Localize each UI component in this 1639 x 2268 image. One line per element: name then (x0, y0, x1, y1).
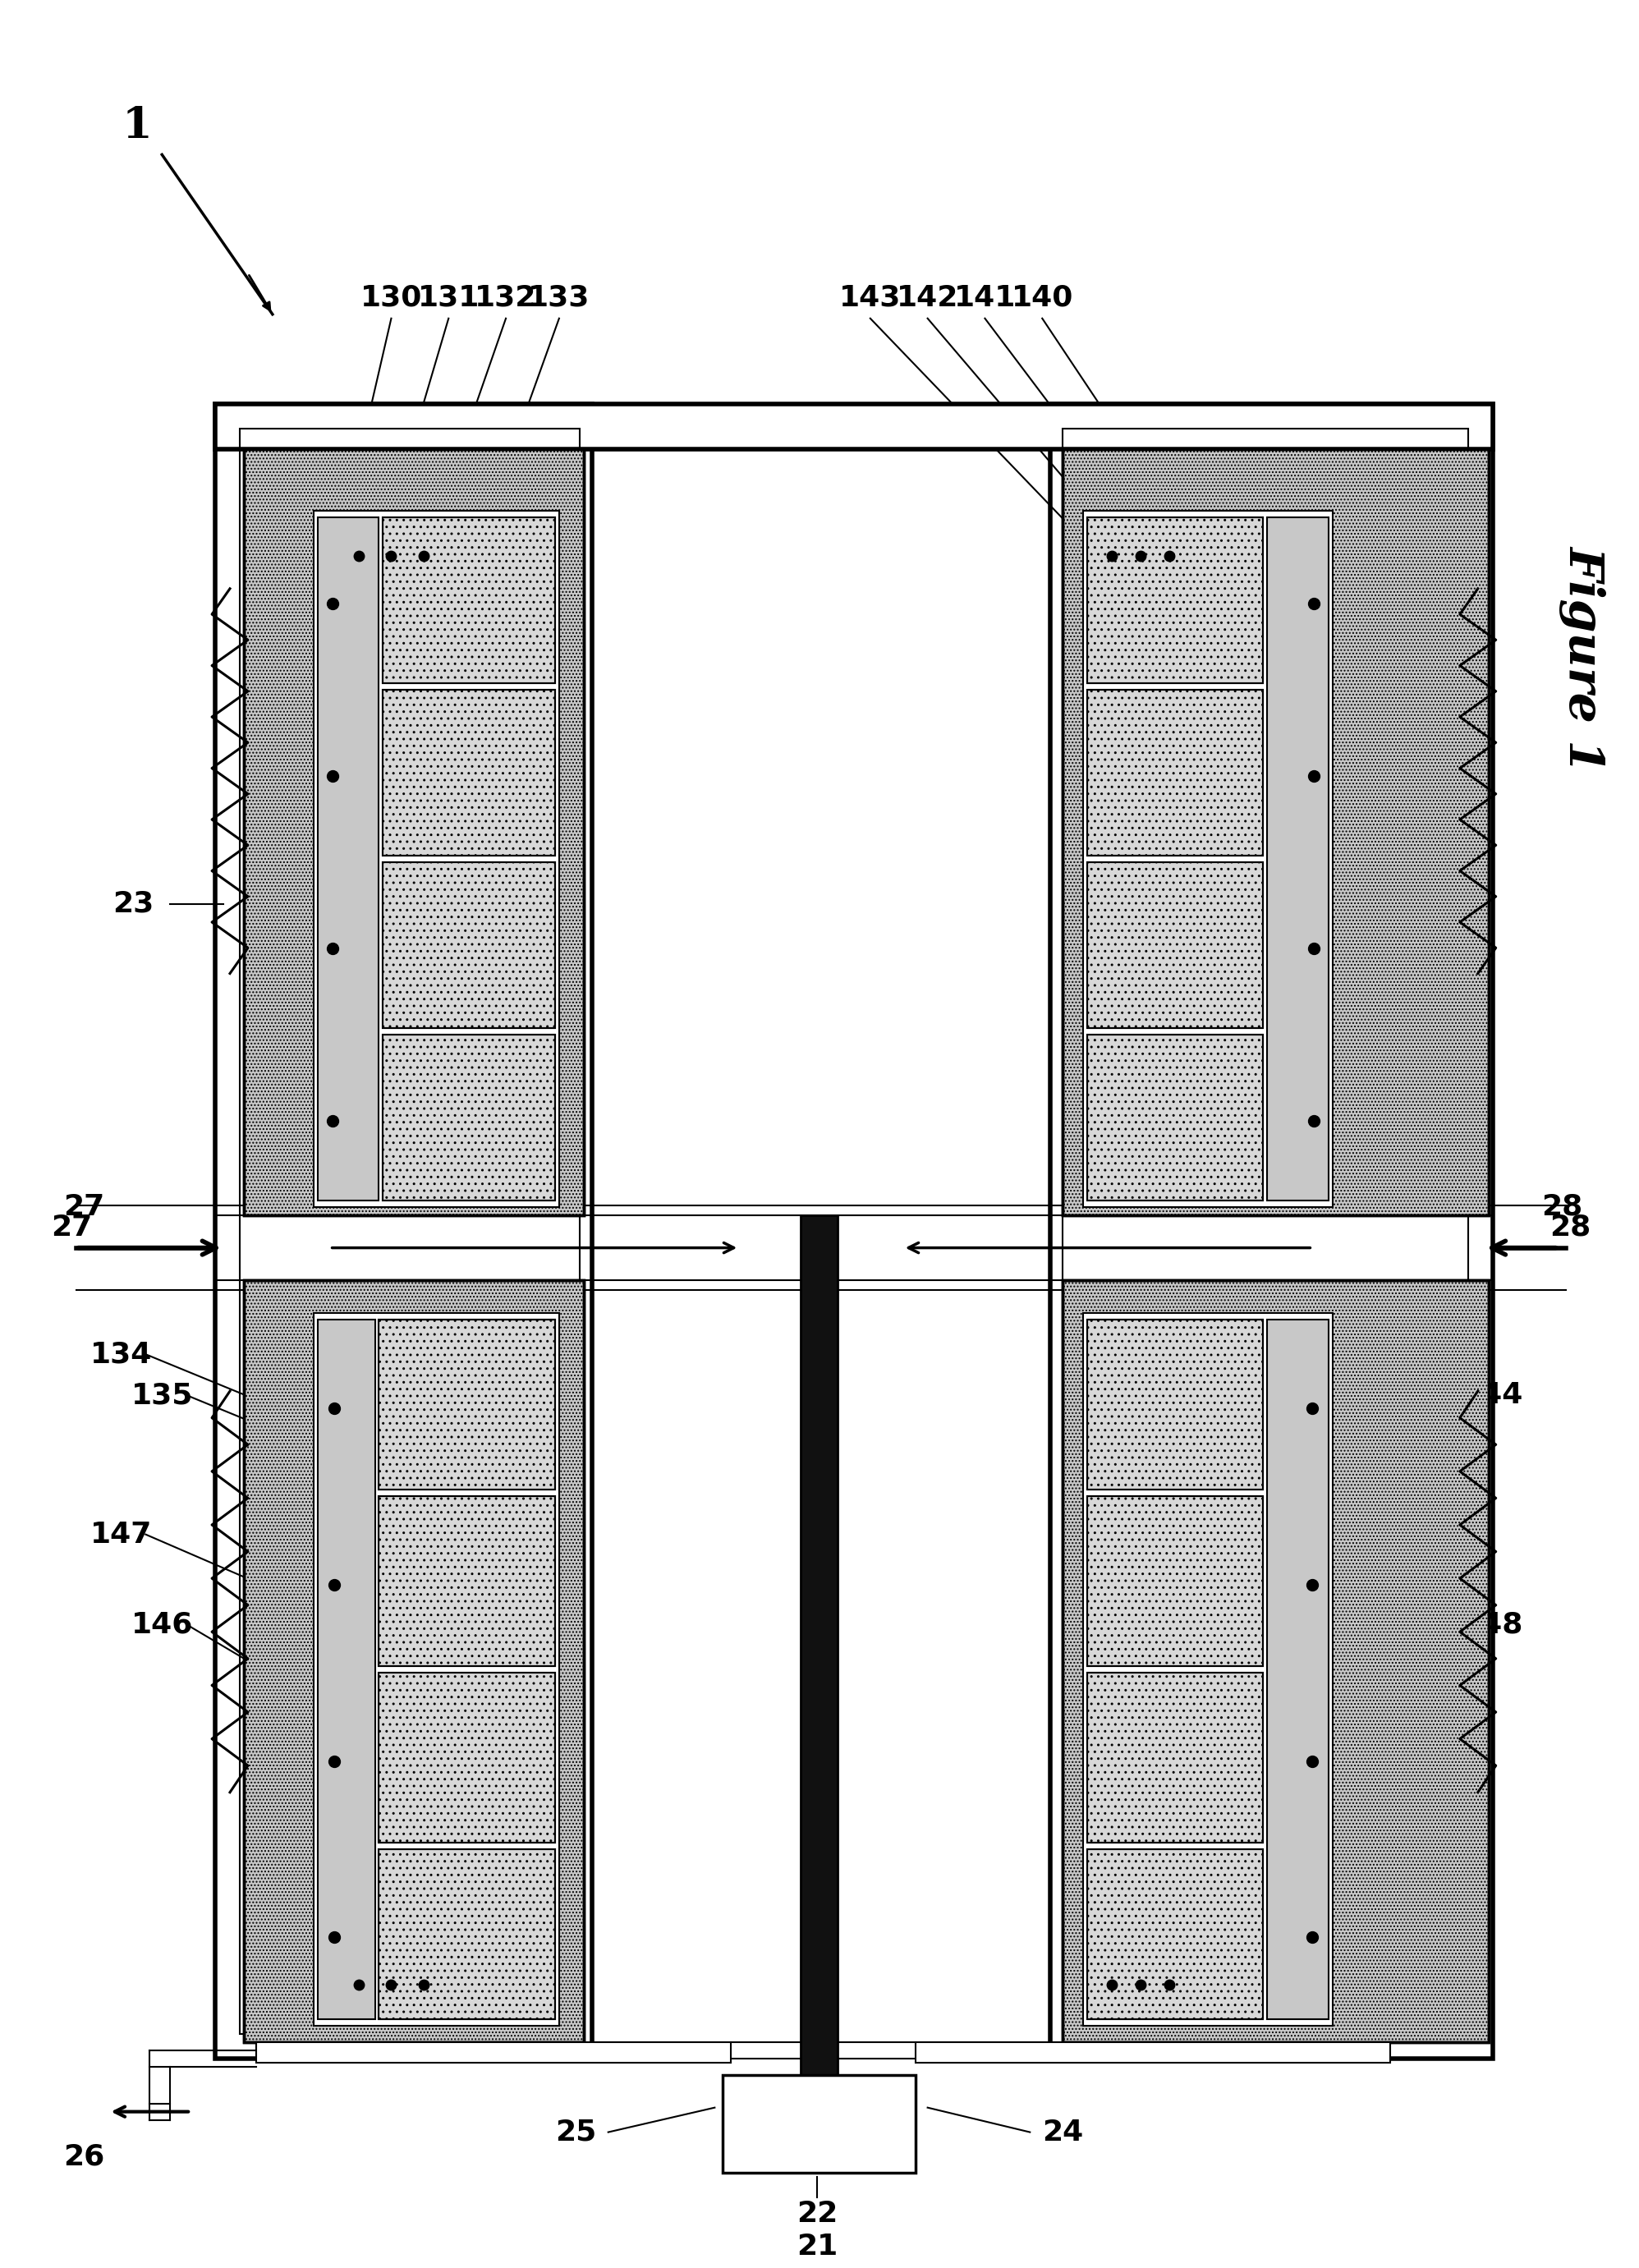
Bar (1087, 862, 1264, 1027)
Text: Figure 1: Figure 1 (1559, 544, 1606, 771)
Text: 141: 141 (954, 284, 1016, 313)
Text: 135: 135 (131, 1381, 193, 1408)
Text: 1: 1 (123, 104, 152, 147)
Text: 147: 147 (90, 1520, 152, 1549)
Text: 140: 140 (1011, 284, 1074, 313)
Text: 144: 144 (1462, 1381, 1524, 1408)
Bar (1087, 1848, 1264, 2019)
Bar (215, 404, 592, 2059)
Bar (384, 862, 556, 1027)
Text: 14: 14 (1406, 406, 1447, 435)
Bar (1083, 510, 1333, 1207)
Bar (1062, 449, 1488, 1216)
Bar (384, 689, 556, 855)
Bar (1267, 1320, 1329, 2019)
Bar (318, 1320, 375, 2019)
Bar (384, 517, 556, 683)
Text: 26: 26 (64, 2143, 105, 2170)
Bar (1087, 1674, 1264, 1842)
Bar (244, 1281, 583, 2041)
Text: 148: 148 (1462, 1610, 1524, 1637)
Text: 25: 25 (556, 2118, 597, 2146)
Bar (1062, 429, 1469, 2034)
Text: 134: 134 (90, 1340, 152, 1368)
Bar (801, 1216, 838, 2116)
Bar (1267, 1320, 1329, 2019)
Bar (1087, 1497, 1264, 1667)
Bar (1087, 689, 1264, 855)
Bar (1087, 1034, 1264, 1200)
Bar (915, 2041, 1390, 2062)
Bar (1087, 1848, 1264, 2019)
Bar (379, 1674, 556, 1842)
Bar (723, 2075, 915, 2173)
Bar (1267, 517, 1329, 1200)
Bar (379, 1497, 556, 1667)
Bar (1051, 404, 1493, 2059)
Bar (244, 1281, 583, 2041)
Bar (1087, 862, 1264, 1027)
Text: 27: 27 (64, 1193, 105, 1220)
Text: 149: 149 (1413, 1520, 1475, 1549)
Text: 130: 130 (361, 284, 423, 313)
Bar (318, 517, 379, 1200)
Text: 27: 27 (51, 1213, 92, 1241)
Bar (1087, 1320, 1264, 1490)
Bar (379, 1848, 556, 2019)
Bar (1062, 1281, 1488, 2041)
Text: 143: 143 (839, 284, 901, 313)
Text: 21: 21 (797, 2232, 838, 2261)
Bar (379, 1320, 556, 1490)
Text: 142: 142 (897, 284, 959, 313)
Bar (1083, 1313, 1333, 2025)
Bar (1062, 449, 1488, 1216)
Bar (1062, 1281, 1488, 2041)
Bar (384, 1034, 556, 1200)
Bar (384, 517, 556, 683)
Text: 133: 133 (528, 284, 590, 313)
Bar (384, 862, 556, 1027)
Bar (215, 404, 1493, 449)
Text: 13: 13 (244, 406, 285, 435)
Bar (1087, 1320, 1264, 1490)
Bar (1087, 1034, 1264, 1200)
Bar (1087, 1674, 1264, 1842)
Bar (1267, 517, 1329, 1200)
Bar (244, 449, 583, 1216)
Bar (1087, 517, 1264, 683)
Bar (379, 1497, 556, 1667)
Text: 145: 145 (1413, 1340, 1475, 1368)
Bar (239, 429, 580, 2034)
Bar (1087, 689, 1264, 855)
Bar (244, 449, 583, 1216)
Bar (384, 689, 556, 855)
Bar (379, 1674, 556, 1842)
Bar (313, 510, 559, 1207)
Text: 146: 146 (131, 1610, 193, 1637)
Bar (379, 1848, 556, 2019)
Bar (318, 517, 379, 1200)
Text: 28: 28 (1550, 1213, 1591, 1241)
Text: 22: 22 (797, 2200, 838, 2227)
Text: 132: 132 (475, 284, 538, 313)
Bar (1087, 517, 1264, 683)
Bar (313, 1313, 559, 2025)
Bar (256, 2041, 731, 2062)
Bar (318, 1320, 375, 2019)
Text: 131: 131 (418, 284, 480, 313)
Bar (256, 2041, 1387, 2059)
Text: 28: 28 (1542, 1193, 1583, 1220)
Bar (1087, 1497, 1264, 1667)
Text: 24: 24 (1042, 2118, 1083, 2146)
Bar (384, 1034, 556, 1200)
Bar (379, 1320, 556, 1490)
Text: 23: 23 (113, 889, 154, 919)
